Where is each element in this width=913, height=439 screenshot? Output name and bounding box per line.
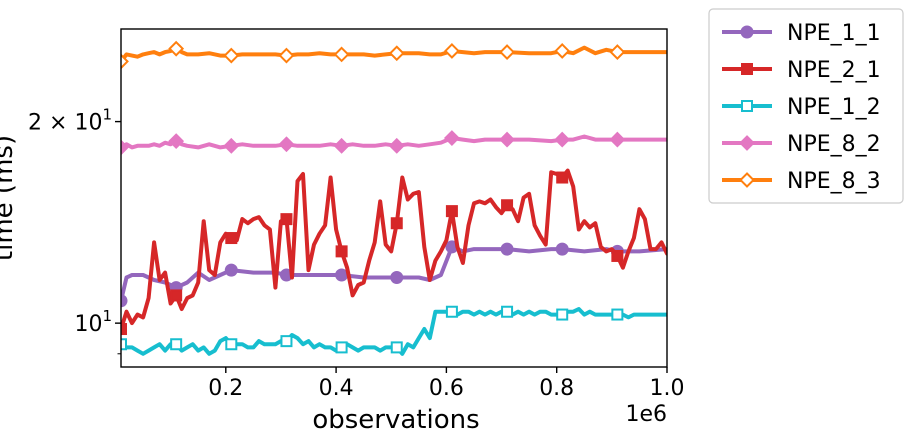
- data-point: [499, 131, 515, 148]
- data-point: [168, 133, 185, 150]
- data-point: [390, 341, 403, 354]
- data-point: [121, 338, 127, 351]
- x-axis-offset-label: 1e6: [625, 402, 667, 427]
- data-point: [121, 53, 129, 70]
- x-axis: 0.2 0.4 0.6 0.8 1.0: [208, 367, 685, 401]
- data-point: [224, 263, 238, 277]
- data-point: [501, 199, 514, 212]
- series-line-NPE_8_3: [121, 45, 667, 64]
- data-point: [443, 130, 460, 146]
- data-point: [223, 137, 240, 154]
- data-point: [499, 44, 515, 61]
- data-point: [121, 294, 128, 308]
- data-point: [225, 232, 238, 245]
- data-point: [554, 131, 571, 148]
- data-point: [223, 47, 240, 64]
- y-axis: 101 2 × 101: [28, 106, 121, 355]
- legend-label: NPE_1_1: [787, 21, 881, 46]
- data-point: [611, 308, 624, 321]
- data-point: [121, 323, 127, 336]
- data-point: [280, 213, 293, 226]
- data-point: [335, 245, 348, 258]
- data-point: [170, 338, 183, 351]
- data-point: [554, 43, 571, 59]
- data-point: [335, 341, 348, 354]
- data-point: [390, 270, 404, 284]
- series-NPE_1_2: [121, 305, 667, 356]
- x-axis-label: observations: [312, 405, 479, 435]
- legend-marker: [739, 172, 755, 188]
- legend-marker: [741, 63, 753, 75]
- data-point: [556, 171, 569, 184]
- x-tick-label: 1.0: [650, 376, 685, 401]
- legend-item: NPE_8_3: [722, 169, 881, 194]
- x-tick-label: 0.4: [319, 376, 354, 401]
- data-point: [333, 46, 350, 63]
- legend-item: NPE_8_2: [722, 132, 881, 157]
- legend-label: NPE_2_1: [787, 58, 881, 83]
- legend-marker: [741, 100, 753, 112]
- legend-item: NPE_1_2: [722, 95, 881, 120]
- data-point: [278, 47, 295, 64]
- legend-item: NPE_1_1: [722, 21, 881, 46]
- series-layer: [121, 40, 667, 356]
- series-line-NPE_2_1: [121, 168, 667, 331]
- data-point: [443, 43, 460, 59]
- plot-frame: [120, 28, 668, 368]
- legend: NPE_1_1 NPE_2_1 NPE_1_2 NPE_8_2 NPE_8_3: [708, 8, 904, 204]
- data-point: [121, 139, 129, 156]
- legend-marker: [740, 25, 754, 39]
- data-point: [280, 335, 293, 348]
- legend-label: NPE_8_2: [787, 132, 881, 157]
- data-point: [609, 131, 626, 148]
- data-point: [501, 305, 514, 318]
- y-axis-label: time (ms): [0, 135, 19, 261]
- data-point: [500, 242, 514, 256]
- data-point: [335, 268, 349, 282]
- legend-marker: [739, 135, 755, 151]
- data-point: [611, 249, 624, 262]
- data-point: [168, 40, 185, 57]
- x-tick-label: 0.2: [208, 376, 243, 401]
- x-tick-label: 0.8: [539, 376, 574, 401]
- data-point: [556, 308, 569, 321]
- x-tick-label: 0.6: [429, 376, 464, 401]
- data-point: [390, 217, 403, 230]
- y-tick-label: 101: [74, 307, 112, 337]
- legend-label: NPE_8_3: [787, 169, 881, 194]
- data-point: [445, 205, 458, 218]
- data-point: [225, 338, 238, 351]
- data-point: [333, 137, 350, 154]
- data-point: [388, 45, 405, 62]
- legend-label: NPE_1_2: [787, 95, 881, 120]
- data-point: [445, 305, 458, 318]
- series-NPE_8_3: [121, 40, 667, 70]
- data-point: [170, 289, 183, 302]
- y-tick-label: 2 × 101: [28, 106, 112, 136]
- legend-item: NPE_2_1: [722, 58, 881, 83]
- data-point: [555, 242, 569, 256]
- series-NPE_8_2: [121, 130, 667, 156]
- data-point: [609, 44, 626, 61]
- legend-box: [708, 8, 904, 204]
- data-point: [278, 136, 295, 153]
- series-line-NPE_8_2: [121, 134, 667, 150]
- series-NPE_2_1: [121, 168, 667, 336]
- data-point: [388, 137, 405, 154]
